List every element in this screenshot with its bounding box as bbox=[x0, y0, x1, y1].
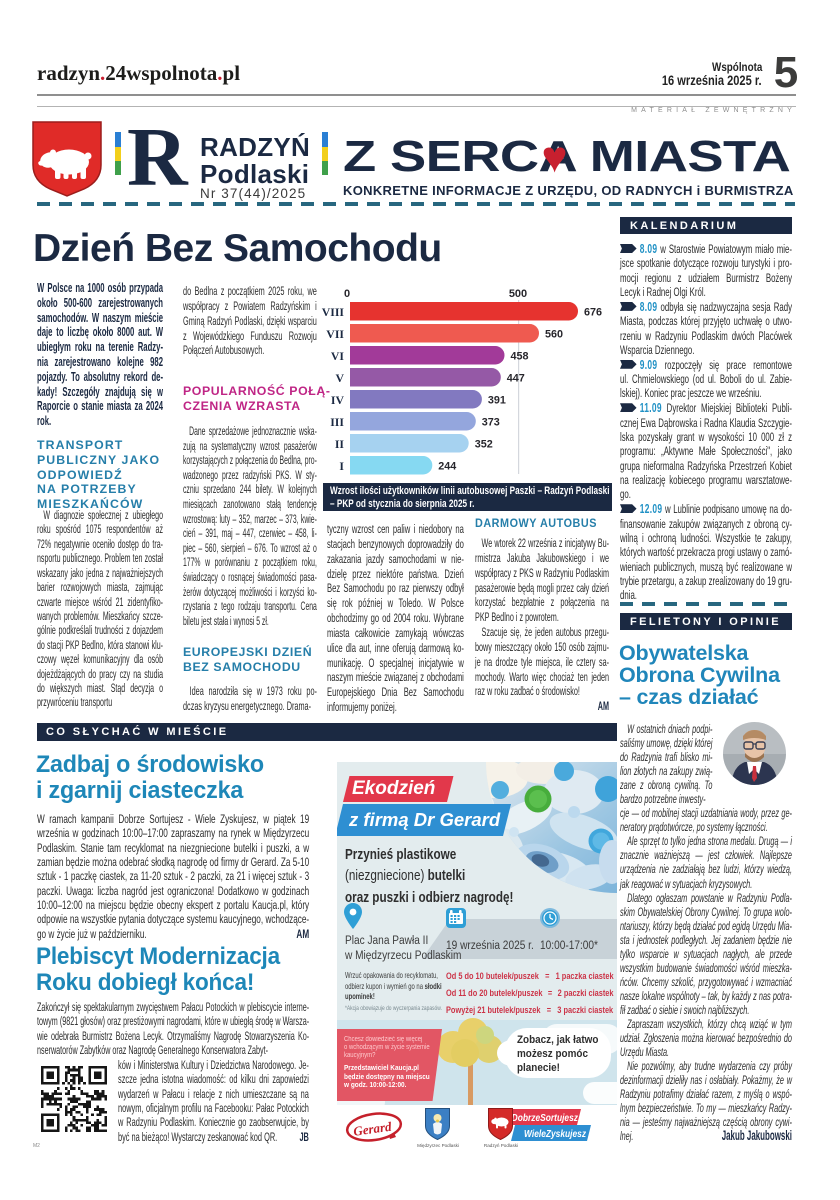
svg-text:391: 391 bbox=[488, 395, 506, 407]
svg-text:II: II bbox=[335, 437, 345, 451]
svg-text:500: 500 bbox=[509, 288, 527, 300]
svg-text:I: I bbox=[339, 459, 344, 473]
svg-text:0: 0 bbox=[344, 288, 350, 300]
svg-text:VI: VI bbox=[331, 349, 345, 363]
svg-text:447: 447 bbox=[507, 373, 525, 385]
svg-text:V: V bbox=[335, 371, 344, 385]
svg-text:676: 676 bbox=[584, 307, 602, 319]
svg-text:III: III bbox=[330, 415, 344, 429]
svg-text:352: 352 bbox=[475, 439, 493, 451]
svg-text:244: 244 bbox=[438, 461, 456, 473]
svg-text:458: 458 bbox=[511, 351, 529, 363]
svg-text:VIII: VIII bbox=[322, 305, 345, 319]
svg-text:IV: IV bbox=[331, 393, 345, 407]
svg-text:560: 560 bbox=[545, 329, 563, 341]
svg-text:VII: VII bbox=[326, 327, 344, 341]
svg-text:Gerard: Gerard bbox=[352, 1119, 392, 1139]
svg-text:373: 373 bbox=[482, 417, 500, 429]
